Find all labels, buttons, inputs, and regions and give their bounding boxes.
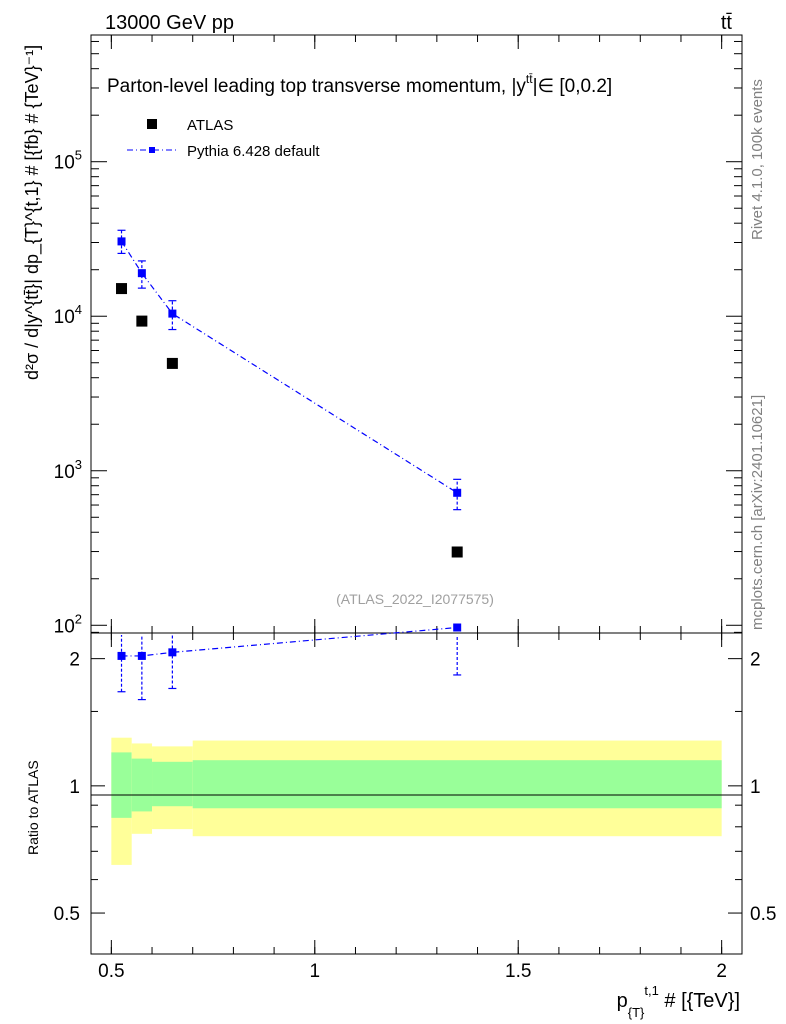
data-point-2	[166, 357, 178, 369]
ratio-y-tick-label-l-0: 0.5	[54, 904, 80, 925]
main-y-axis-label: d²σ / d|y^{tt̄}| dp_{T}^{t,1} # [{fb} # …	[22, 45, 43, 380]
x-tick-label-3: 2	[716, 961, 727, 982]
ratio-y-tick-label-l-1: 1	[69, 777, 80, 798]
main-y-tick-exp-3: 5	[75, 148, 82, 163]
main-y-tick-label-0: 102	[54, 611, 82, 637]
mc-point-0	[117, 237, 126, 246]
x-tick-label-0: 0.5	[98, 961, 124, 982]
x-tick-label-2: 1.5	[505, 961, 531, 982]
mc-series-main	[117, 229, 462, 511]
legend-mc-label: Pythia 6.428 default	[187, 143, 320, 160]
band-inner-0	[111, 752, 132, 818]
mc-point-2	[168, 309, 177, 318]
main-y-tick-exp-0: 2	[75, 611, 82, 626]
chart-title: Parton-level leading top transverse mome…	[107, 72, 612, 97]
ratio-y-tick-label-r-0: 0.5	[750, 904, 776, 925]
x-tick-label-1: 1	[309, 961, 320, 982]
chart-title-main: Parton-level leading top transverse mome…	[107, 76, 526, 97]
data-point-0	[116, 283, 128, 295]
ratio-mc-point-3	[453, 623, 462, 632]
main-y-tick-base-1: 10	[54, 462, 75, 483]
legend-mc-marker	[149, 147, 155, 153]
x-axis-label-sub: {T}	[628, 1005, 645, 1020]
mc-series-ratio	[117, 623, 462, 701]
uncertainty-bands	[111, 737, 722, 865]
mc-line	[121, 241, 458, 494]
ratio-mc-point-2	[168, 648, 177, 657]
ratio-y-tick-label-r-1: 1	[750, 777, 761, 798]
ratio-y-tick-label-r-2: 2	[750, 650, 761, 671]
data-point-1	[136, 315, 148, 327]
band-inner-3	[192, 760, 722, 809]
legend-atlas-marker	[147, 119, 157, 129]
legend-atlas-label: ATLAS	[187, 117, 233, 134]
main-y-tick-base-3: 10	[54, 153, 75, 174]
x-axis-label-main: p	[617, 990, 628, 1012]
ratio-mc-line	[121, 626, 458, 657]
ratio-y-axis-label: Ratio to ATLAS	[25, 760, 41, 855]
x-axis-label-tail: # [{TeV}]	[659, 990, 740, 1012]
energy-label: 13000 GeV pp	[105, 12, 234, 34]
main-y-tick-exp-2: 4	[75, 302, 82, 317]
ratio-mc-point-0	[117, 651, 126, 660]
process-label: tt̄	[721, 12, 733, 34]
main-y-tick-label-2: 104	[54, 302, 82, 328]
data-series-main	[116, 283, 463, 558]
mc-point-1	[137, 269, 146, 278]
ratio-plot-frame	[90, 632, 743, 955]
rivet-info: Rivet 4.1.0, 100k events	[749, 79, 766, 240]
main-y-tick-base-0: 10	[54, 616, 75, 637]
mc-point-3	[453, 488, 462, 497]
source-url: mcplots.cern.ch [arXiv:2401.10621]	[749, 395, 766, 630]
chart-title-sup: tt̄	[526, 72, 533, 86]
main-y-tick-label-3: 105	[54, 148, 82, 174]
data-point-3	[451, 546, 463, 558]
band-inner-2	[152, 761, 193, 807]
main-y-tick-base-2: 10	[54, 307, 75, 328]
main-y-tick-label-1: 103	[54, 457, 82, 483]
main-y-tick-exp-1: 3	[75, 457, 82, 472]
x-axis-label: p{T} t,1 # [{TeV}]	[617, 983, 740, 1020]
band-inner-1	[131, 758, 153, 812]
ratio-mc-point-1	[137, 651, 146, 660]
x-axis-label-sup: t,1	[644, 983, 658, 998]
ratio-y-tick-label-l-2: 2	[69, 650, 80, 671]
analysis-watermark: (ATLAS_2022_I2077575)	[336, 591, 494, 607]
chart-title-tail: |∈ [0,0.2]	[533, 76, 613, 97]
